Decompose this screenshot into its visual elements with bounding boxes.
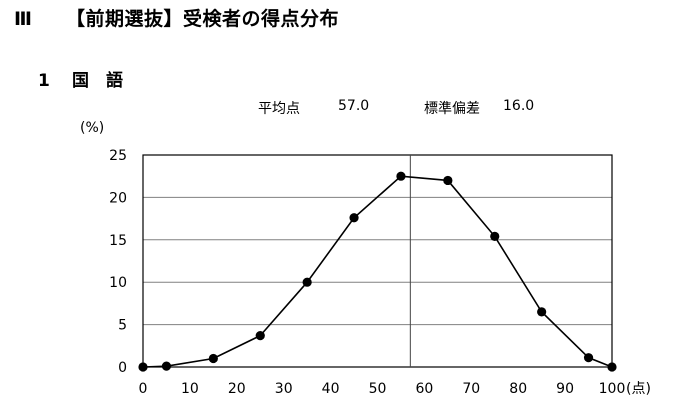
y-tick-label-25: 25 [109, 148, 127, 164]
data-point-100 [607, 362, 617, 372]
y-tick-label-20: 20 [109, 190, 127, 206]
x-tick-label-30: 30 [275, 381, 293, 397]
x-tick-label-60: 60 [415, 381, 433, 397]
x-tick-label-100: 100 [599, 381, 626, 397]
x-tick-label-70: 70 [462, 381, 480, 397]
sd-label: 標準偏差 [424, 101, 480, 117]
x-tick-label-50: 50 [369, 381, 387, 397]
data-point-45 [349, 213, 359, 223]
y-tick-label-5: 5 [118, 318, 127, 334]
section-title-text: 【前期選抜】受検者の得点分布 [66, 8, 340, 30]
x-tick-label-0: 0 [139, 381, 148, 397]
y-tick-label-15: 15 [109, 233, 127, 249]
data-point-25 [255, 331, 265, 341]
subject-number: 1 [38, 71, 50, 91]
x-tick-label-90: 90 [556, 381, 574, 397]
x-tick-label-40: 40 [322, 381, 340, 397]
data-point-85 [537, 307, 547, 317]
x-axis-label: (点) [626, 381, 651, 397]
section-number: Ⅲ [14, 8, 33, 30]
data-point-35 [302, 277, 312, 287]
x-tick-label-20: 20 [228, 381, 246, 397]
data-point-95 [583, 353, 594, 363]
y-axis-label: (%) [80, 120, 104, 136]
x-tick-label-80: 80 [509, 381, 527, 397]
sd-value: 16.0 [503, 98, 535, 114]
data-point-15 [208, 353, 218, 364]
plot-frame [142, 154, 613, 368]
data-point-0 [138, 362, 148, 372]
mean-label: 平均点 [258, 101, 300, 117]
subject-name: 国 語 [72, 71, 123, 91]
y-tick-label-0: 0 [118, 360, 127, 376]
data-point-5 [161, 361, 172, 371]
section-title: Ⅲ 【前期選抜】受検者の得点分布 [14, 4, 339, 31]
data-point-75 [490, 231, 500, 242]
mean-value: 57.0 [338, 98, 370, 114]
y-tick-label-10: 10 [109, 275, 127, 291]
subject-title: 1 国 語 [38, 66, 123, 91]
series-line-0 [142, 175, 613, 368]
data-point-65 [443, 175, 453, 186]
x-tick-label-10: 10 [181, 381, 199, 397]
data-point-55 [396, 171, 406, 181]
